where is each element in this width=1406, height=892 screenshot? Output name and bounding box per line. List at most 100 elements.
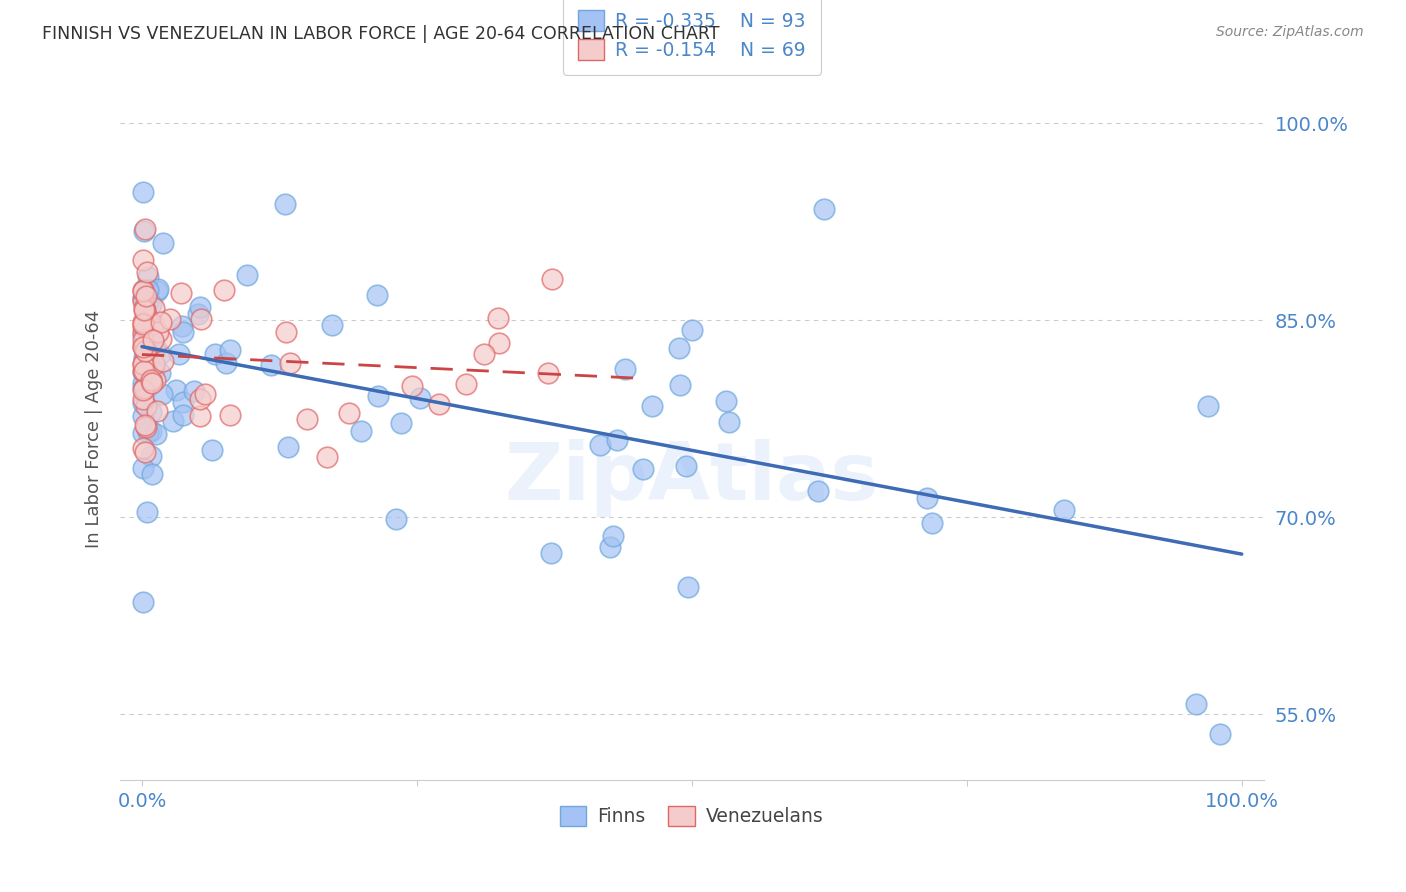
Point <box>681 323 703 337</box>
Point <box>142 318 165 332</box>
Point <box>136 354 159 368</box>
Point <box>134 222 156 236</box>
Point <box>132 392 155 406</box>
Point <box>134 292 156 306</box>
Point <box>132 396 155 410</box>
Point <box>488 336 510 351</box>
Point <box>132 594 155 608</box>
Point <box>183 384 205 399</box>
Point <box>132 354 155 368</box>
Point <box>134 301 156 315</box>
Point <box>675 459 697 474</box>
Point <box>132 364 155 378</box>
Point <box>212 284 235 298</box>
Point <box>456 376 478 391</box>
Point <box>139 405 162 419</box>
Point <box>134 303 156 318</box>
Point <box>132 365 155 379</box>
Point <box>142 335 165 350</box>
Point <box>135 289 157 303</box>
Point <box>135 383 157 397</box>
Point <box>813 202 835 216</box>
Point <box>162 414 184 428</box>
Point <box>274 197 297 211</box>
Point <box>132 252 155 267</box>
Point <box>194 387 217 401</box>
Point <box>190 312 212 326</box>
Point <box>149 315 172 329</box>
Point <box>139 424 162 438</box>
Point <box>136 269 159 284</box>
Point <box>136 425 159 439</box>
Point <box>718 415 741 429</box>
Point <box>1185 697 1208 711</box>
Point <box>170 319 193 334</box>
Point <box>218 343 240 357</box>
Point <box>602 529 624 543</box>
Point <box>274 326 297 340</box>
Point <box>132 426 155 441</box>
Point <box>409 391 432 405</box>
Point <box>134 444 156 458</box>
Point <box>139 450 162 464</box>
Point <box>486 310 509 325</box>
Point <box>132 333 155 347</box>
Point <box>132 186 155 200</box>
Point <box>204 347 226 361</box>
Point <box>172 395 194 409</box>
Point <box>599 540 621 554</box>
Point <box>917 491 939 505</box>
Point <box>159 311 181 326</box>
Point <box>132 319 155 334</box>
Point <box>337 406 360 420</box>
Point <box>807 483 830 498</box>
Point <box>167 347 190 361</box>
Point <box>135 399 157 413</box>
Point <box>676 581 699 595</box>
Point <box>1209 727 1232 741</box>
Point <box>143 340 166 354</box>
Point <box>187 307 209 321</box>
Point <box>132 285 155 299</box>
Point <box>134 223 156 237</box>
Point <box>149 332 172 346</box>
Point <box>166 383 188 397</box>
Point <box>172 325 194 339</box>
Point <box>132 292 155 306</box>
Point <box>218 408 240 422</box>
Point <box>135 419 157 434</box>
Point <box>141 297 163 311</box>
Point <box>143 373 166 387</box>
Point <box>138 313 160 327</box>
Point <box>537 366 560 380</box>
Point <box>135 344 157 359</box>
Point <box>132 317 155 331</box>
Point <box>141 375 163 389</box>
Point <box>132 381 155 395</box>
Point <box>188 300 211 314</box>
Point <box>170 285 193 300</box>
Point <box>143 357 166 371</box>
Point <box>141 376 163 390</box>
Point <box>589 438 612 452</box>
Point <box>142 333 165 347</box>
Point <box>132 350 155 364</box>
Point <box>132 328 155 343</box>
Point <box>134 418 156 433</box>
Point <box>145 427 167 442</box>
Point <box>150 386 173 401</box>
Point <box>132 339 155 353</box>
Point <box>172 409 194 423</box>
Point <box>367 388 389 402</box>
Point <box>135 345 157 359</box>
Point <box>366 288 388 302</box>
Point <box>350 424 373 438</box>
Point <box>631 462 654 476</box>
Point <box>134 359 156 373</box>
Point <box>260 359 283 373</box>
Point <box>136 362 159 376</box>
Y-axis label: In Labor Force | Age 20-64: In Labor Force | Age 20-64 <box>86 310 103 548</box>
Point <box>132 326 155 340</box>
Point <box>132 461 155 475</box>
Point <box>134 343 156 358</box>
